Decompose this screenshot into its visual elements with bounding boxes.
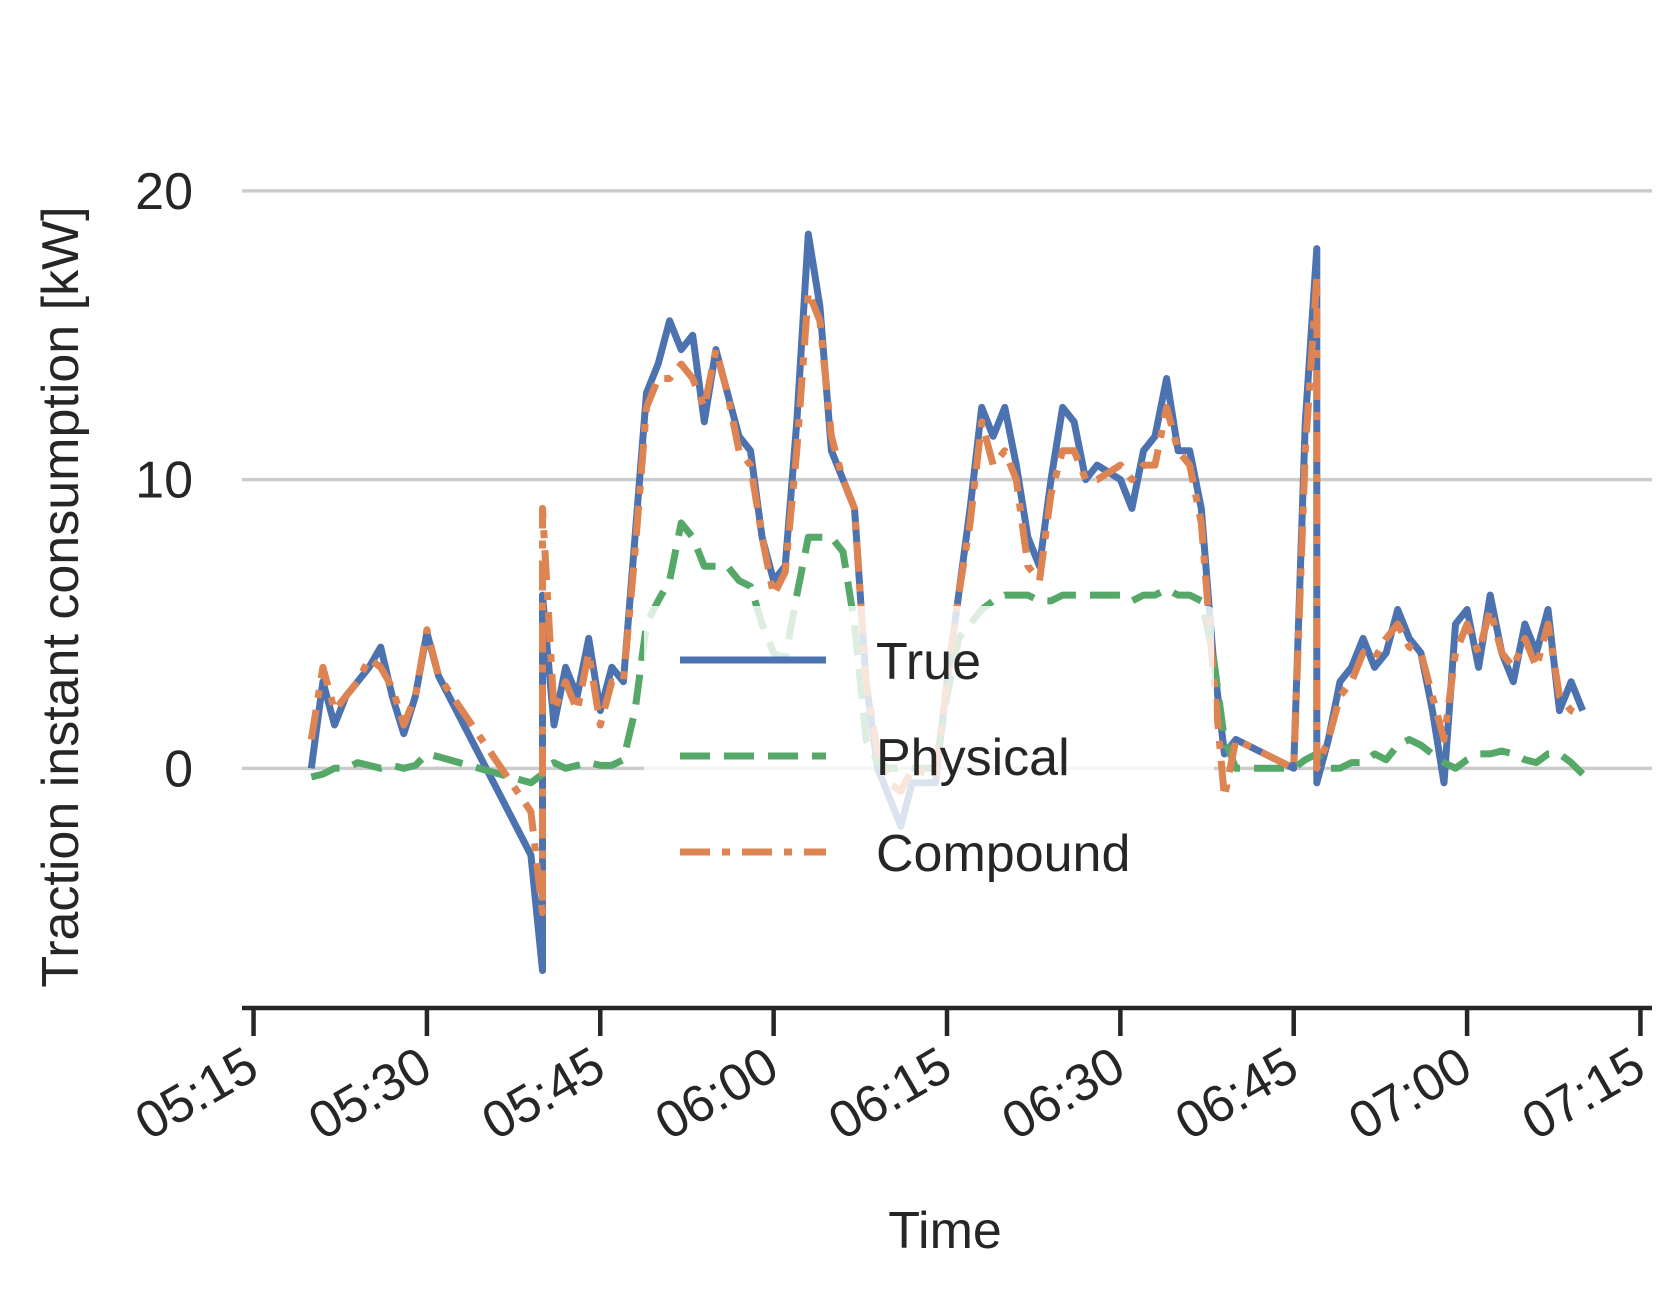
y-tick-label: 10	[135, 452, 193, 510]
legend-label: True	[876, 633, 981, 691]
y-tick-label: 20	[135, 163, 193, 221]
legend-box	[644, 606, 1214, 906]
y-tick-label: 0	[164, 740, 193, 798]
legend: True Physical Compound	[644, 606, 1214, 906]
x-axis-label: Time	[888, 1202, 1002, 1260]
series-line	[307, 273, 1585, 917]
y-axis-label: Traction instant consumption [kW]	[32, 206, 90, 987]
legend-label: Physical	[876, 729, 1070, 787]
legend-label: Compound	[876, 825, 1130, 883]
